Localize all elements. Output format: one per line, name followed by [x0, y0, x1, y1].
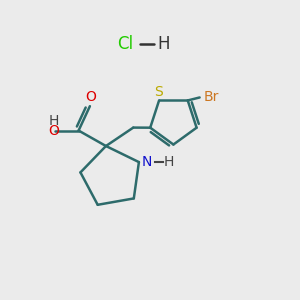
- Text: O: O: [85, 90, 96, 104]
- Text: Br: Br: [204, 91, 219, 104]
- Text: Cl: Cl: [117, 35, 133, 53]
- Text: H: H: [164, 155, 174, 169]
- Text: H: H: [49, 114, 59, 128]
- Text: N: N: [142, 155, 152, 169]
- Text: O: O: [49, 124, 59, 138]
- Text: H: H: [157, 35, 170, 53]
- Text: S: S: [154, 85, 163, 98]
